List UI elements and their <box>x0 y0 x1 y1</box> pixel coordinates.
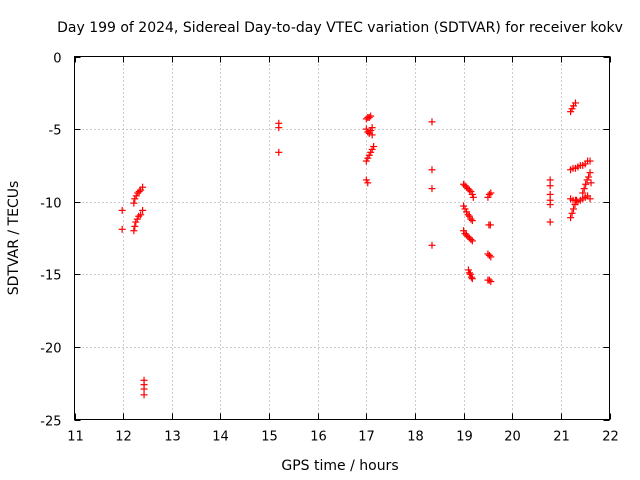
data-point <box>365 113 373 121</box>
data-point <box>130 199 138 207</box>
data-point <box>485 276 493 284</box>
data-point <box>567 214 575 222</box>
data-point <box>467 215 475 223</box>
data-point <box>467 235 475 243</box>
data-point <box>487 278 495 286</box>
data-point <box>580 185 588 193</box>
x-tick-label: 12 <box>115 430 132 445</box>
data-point <box>546 218 554 226</box>
data-point <box>582 180 590 188</box>
x-tick-label: 13 <box>164 430 181 445</box>
chart-title: Day 199 of 2024, Sidereal Day-to-day VTE… <box>57 20 623 36</box>
data-point <box>275 148 283 156</box>
data-point <box>586 157 594 165</box>
data-point <box>465 186 473 194</box>
data-point <box>131 222 139 230</box>
data-point <box>118 225 126 233</box>
data-point <box>140 391 148 399</box>
data-point <box>468 217 476 225</box>
data-point <box>546 182 554 190</box>
data-point <box>130 227 138 235</box>
plot-frame <box>74 56 610 420</box>
x-axis-label: GPS time / hours <box>281 458 398 474</box>
data-point <box>486 221 494 229</box>
data-point <box>370 143 378 151</box>
y-tick-label: 0 <box>53 52 61 67</box>
x-tick-label: 21 <box>553 430 570 445</box>
data-point <box>465 269 473 277</box>
data-point <box>571 201 579 209</box>
data-point <box>428 166 436 174</box>
data-point <box>468 275 476 283</box>
x-tick-label: 14 <box>212 430 229 445</box>
x-axis: 11 12 13 14 15 16 17 18 19 20 21 22 <box>67 56 619 445</box>
y-tick-label: -20 <box>40 342 61 357</box>
x-tick-label: 20 <box>504 430 521 445</box>
data-point <box>118 206 126 214</box>
y-tick-label: -15 <box>40 269 61 284</box>
grid <box>74 56 610 420</box>
x-tick-label: 19 <box>456 430 473 445</box>
data-point <box>487 189 495 197</box>
y-axis-label: SDTVAR / TECUs <box>6 181 22 296</box>
data-point <box>568 209 576 217</box>
data-point <box>586 195 594 203</box>
data-point <box>428 185 436 193</box>
x-tick-label: 16 <box>310 430 327 445</box>
data-point <box>428 241 436 249</box>
data-point <box>469 193 477 201</box>
data-point <box>137 211 145 219</box>
data-point <box>464 211 472 219</box>
x-tick-label: 18 <box>407 430 424 445</box>
data-series <box>118 99 595 399</box>
data-point <box>368 131 376 139</box>
data-point <box>485 190 493 198</box>
y-tick-label: -25 <box>40 415 61 430</box>
y-axis: 0 -5 -10 -15 -20 -25 <box>40 52 610 430</box>
x-tick-label: 11 <box>67 430 84 445</box>
data-point <box>487 253 495 261</box>
y-tick-label: -5 <box>49 124 62 139</box>
data-point <box>485 251 493 259</box>
data-point <box>139 183 147 191</box>
data-point <box>572 196 580 204</box>
data-point <box>367 112 375 120</box>
data-point <box>467 273 475 281</box>
data-point <box>139 206 147 214</box>
data-point <box>571 99 579 107</box>
data-point <box>364 179 372 187</box>
data-point <box>586 169 594 177</box>
data-point <box>428 118 436 126</box>
x-tick-label: 17 <box>358 430 375 445</box>
x-tick-label: 15 <box>261 430 278 445</box>
y-tick-label: -10 <box>40 197 61 212</box>
data-point <box>579 189 587 197</box>
data-point <box>468 237 476 245</box>
x-tick-label: 22 <box>602 430 619 445</box>
data-point <box>570 205 578 213</box>
data-point <box>135 188 143 196</box>
data-point <box>546 201 554 209</box>
data-point <box>368 124 376 132</box>
data-point <box>585 173 593 181</box>
data-point <box>275 124 283 132</box>
data-point <box>587 179 595 187</box>
